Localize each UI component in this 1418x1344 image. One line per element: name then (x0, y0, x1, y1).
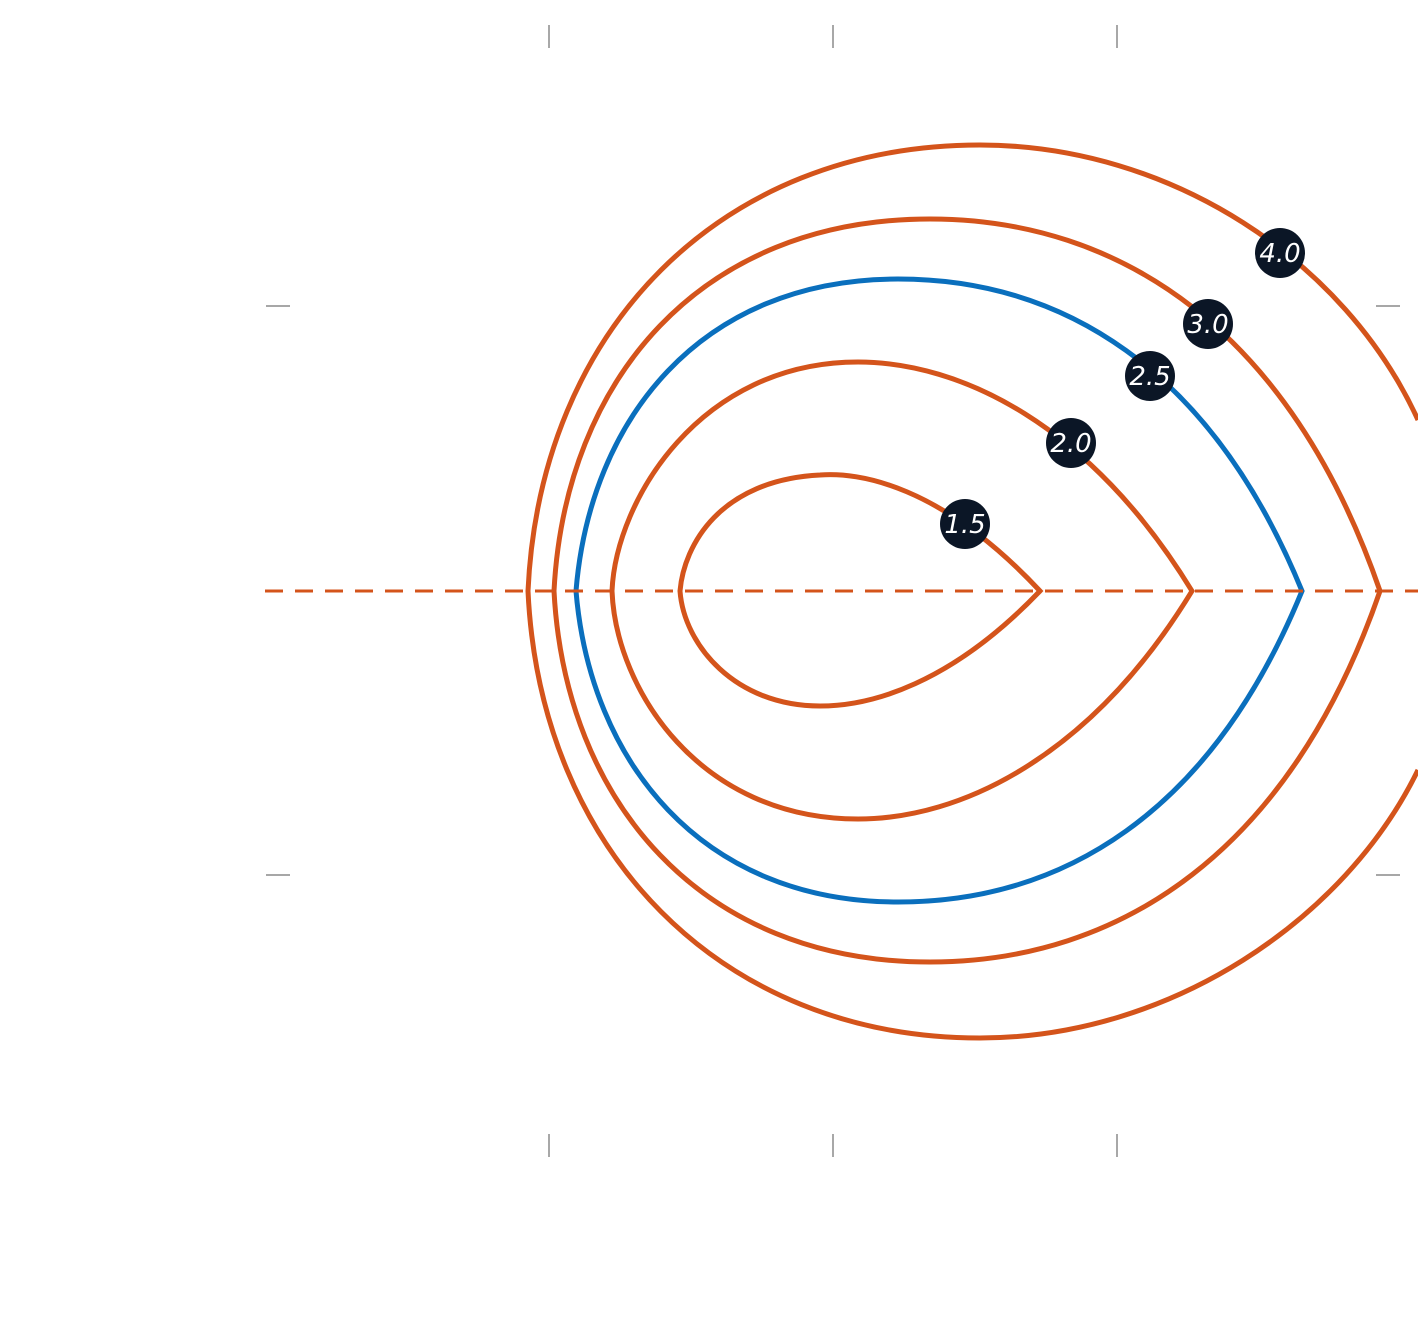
label-badge (1255, 228, 1305, 278)
label-text: 4.0 (1259, 239, 1300, 269)
label-badge (1125, 351, 1175, 401)
contour-label-1-5: 1.5 (940, 499, 990, 549)
label-text: 3.0 (1187, 310, 1228, 340)
label-badge (1046, 418, 1096, 468)
contour-label-3-0: 3.0 (1183, 299, 1233, 349)
contour-curve-1-5 (677, 472, 1044, 709)
label-badge (1183, 299, 1233, 349)
label-text: 1.5 (944, 510, 985, 540)
label-text: 2.5 (1129, 362, 1170, 392)
contour-labels: 1.5 2.0 2.5 3.0 4.0 (940, 228, 1305, 549)
label-badge (940, 499, 990, 549)
contour-curve-4-0 (525, 142, 1418, 1041)
frame-ticks (266, 25, 1400, 1157)
label-text: 2.0 (1050, 429, 1091, 459)
contour-label-2-5: 2.5 (1125, 351, 1175, 401)
contour-curve-3-0 (551, 216, 1383, 965)
contour-label-4-0: 4.0 (1255, 228, 1305, 278)
contour-label-2-0: 2.0 (1046, 418, 1096, 468)
